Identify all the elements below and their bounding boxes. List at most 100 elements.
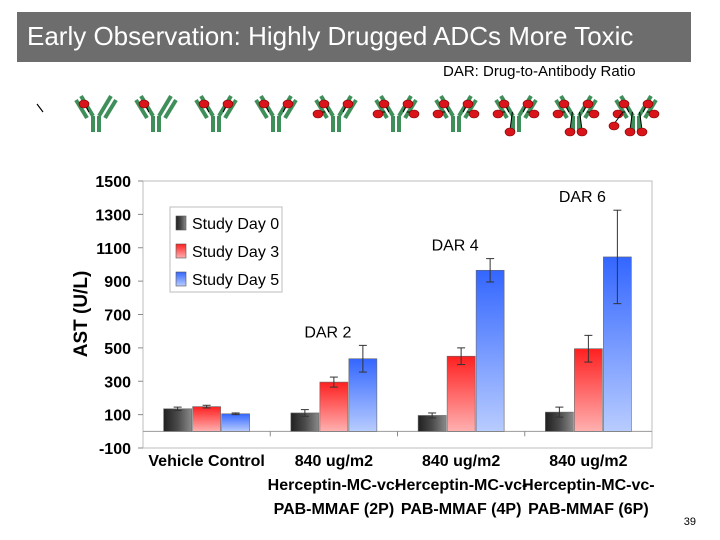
drug-payload	[504, 127, 516, 137]
x-tick-label: PAB-MMAF (2P)	[274, 501, 395, 518]
drug-payload	[432, 109, 444, 119]
antibody-arm	[157, 94, 173, 118]
drug-payload	[198, 99, 210, 109]
drug-payload	[438, 99, 450, 109]
y-tick-label: 1300	[95, 207, 131, 224]
drug-payload	[318, 99, 330, 109]
bar	[221, 413, 250, 432]
antibody-arm	[343, 98, 358, 120]
bar	[446, 355, 476, 432]
antibody-icon	[254, 94, 298, 132]
antibody-arm	[554, 98, 569, 120]
antibody-arm	[403, 98, 418, 120]
y-tick-label: 100	[104, 408, 131, 425]
page-number: 39	[683, 516, 696, 528]
antibody-drug-strip	[36, 94, 660, 137]
antibody-arm	[494, 98, 509, 120]
bar-layer	[163, 209, 632, 432]
x-tick-label: Herceptin-MC-vc-	[268, 477, 400, 494]
legend-box	[169, 206, 283, 293]
y-tick-label: 1500	[95, 174, 131, 191]
drug-payload	[492, 109, 504, 119]
drug-payload	[498, 99, 510, 109]
drug-payload	[624, 127, 636, 137]
antibody-arm	[614, 98, 629, 120]
antibody-icon	[194, 94, 238, 132]
antibody-icon	[492, 94, 540, 137]
antibody-icon	[608, 94, 660, 137]
slide-subtitle: DAR: Drug-to-Antibody Ratio	[443, 63, 636, 80]
antibody-arm	[583, 98, 598, 120]
y-tick-label: 300	[104, 374, 131, 391]
x-tick-label: 840 ug/m2	[295, 453, 373, 470]
antibody-icon	[552, 94, 600, 137]
drug-payload	[402, 99, 414, 109]
drug-payload	[522, 99, 534, 109]
drug-linker	[569, 111, 573, 131]
drug-payload	[528, 109, 540, 119]
drug-payload	[564, 127, 576, 137]
y-tick-label: -100	[99, 441, 131, 458]
bar	[163, 408, 192, 432]
drug-linker	[579, 111, 583, 131]
antibody-arm	[523, 98, 538, 120]
x-tick-label: 840 ug/m2	[422, 453, 500, 470]
label-layer: Vehicle Control 840 ug/m2 Herceptin-MC-vc-…	[148, 189, 654, 518]
drug-payload	[618, 99, 630, 109]
drug-payload	[312, 109, 324, 119]
antibody-arm	[374, 98, 389, 120]
x-tick-label: PAB-MMAF (6P)	[528, 501, 649, 518]
drug-payload	[576, 127, 588, 137]
drug-payload	[222, 99, 234, 109]
drug-linker	[36, 103, 44, 113]
antibody-arm	[434, 98, 449, 120]
drug-payload	[78, 99, 90, 109]
drug-payload	[378, 99, 390, 109]
drug-linker	[509, 111, 513, 131]
drug-payload	[408, 109, 420, 119]
title-bar: Early Observation: Highly Drugged ADCs M…	[17, 12, 691, 62]
bar	[192, 406, 221, 432]
antibody-arm	[643, 98, 658, 120]
antibody-arm	[283, 98, 298, 120]
legend-swatch	[175, 271, 187, 287]
antibody-icon	[372, 94, 420, 132]
antibody-icon	[74, 94, 118, 132]
legend-swatch	[175, 215, 187, 231]
drug-payload	[468, 109, 480, 119]
y-tick-label: 900	[104, 274, 131, 291]
antibody-arm	[254, 98, 269, 120]
x-tick-label: Herceptin-MC-vc-	[395, 477, 527, 494]
antibody-arm	[163, 98, 178, 120]
antibody-arm	[194, 98, 209, 120]
antibody-icon	[36, 103, 44, 113]
drug-payload	[608, 121, 620, 131]
dar-annotation: DAR 2	[304, 324, 351, 341]
legend: Study Day 0 Study Day 3 Study Day 5	[169, 206, 283, 293]
y-axis-title: AST (U/L)	[71, 271, 92, 358]
drug-payload	[552, 109, 564, 119]
antibody-arm	[223, 98, 238, 120]
x-tick-label: Vehicle Control	[148, 453, 264, 470]
drug-payload	[462, 99, 474, 109]
drug-payload	[138, 99, 150, 109]
drug-linker	[629, 111, 633, 131]
drug-payload	[342, 99, 354, 109]
drug-payload	[372, 109, 384, 119]
drug-payload	[258, 99, 270, 109]
legend-label: Study Day 5	[192, 272, 279, 289]
legend-label: Study Day 0	[192, 216, 279, 233]
bar	[319, 381, 349, 432]
antibody-icon	[432, 94, 480, 132]
drug-payload	[648, 109, 660, 119]
legend-label: Study Day 3	[192, 244, 279, 261]
antibody-arm	[314, 98, 329, 120]
antibody-arm	[74, 98, 89, 120]
bar	[475, 269, 505, 432]
drug-payload	[582, 99, 594, 109]
drug-payload	[282, 99, 294, 109]
drug-payload	[558, 99, 570, 109]
antibody-arm	[463, 98, 478, 120]
y-tick-label: 1100	[96, 241, 131, 258]
drug-payload	[642, 99, 654, 109]
